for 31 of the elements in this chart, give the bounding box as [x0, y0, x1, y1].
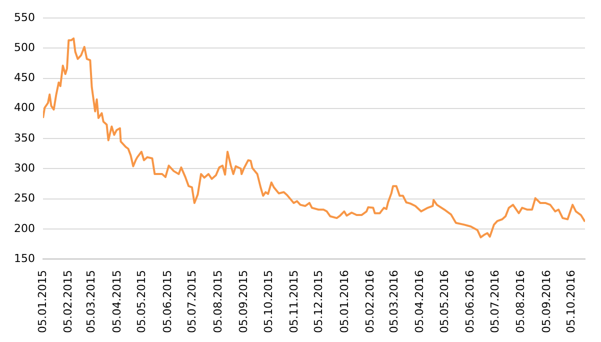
x-tick-label: 05.07.2015: [186, 270, 199, 334]
x-tick-label: 05.07.2016: [488, 270, 502, 334]
y-tick-label: 450: [14, 71, 35, 84]
x-tick-label: 05.05.2016: [438, 270, 452, 334]
x-tick-label: 05.08.2016: [514, 270, 528, 334]
x-tick-label: 05.04.2015: [110, 270, 124, 334]
y-tick-label: 350: [14, 131, 35, 144]
y-tick-label: 250: [14, 192, 35, 205]
x-tick-label: 05.11.2015: [287, 270, 300, 334]
x-tick-label: 05.09.2015: [236, 270, 250, 334]
x-tick-label: 05.10.2016: [564, 270, 578, 334]
x-tick-label: 05.01.2015: [36, 270, 49, 334]
x-tick-label: 05.09.2016: [540, 270, 553, 334]
x-tick-label: 05.10.2015: [262, 270, 275, 334]
x-tick-label: 05.06.2015: [160, 270, 174, 334]
x-tick-label: 05.01.2016: [338, 270, 351, 334]
x-tick-label: 05.03.2015: [84, 270, 98, 334]
x-tick-label: 05.02.2015: [62, 270, 75, 334]
x-tick-label: 05.04.2016: [413, 270, 426, 334]
y-tick-label: 150: [14, 252, 35, 265]
x-tick-label: 05.06.2016: [464, 270, 477, 334]
x-tick-label: 05.05.2015: [135, 270, 148, 334]
x-tick-label: 05.12.2015: [312, 270, 326, 334]
y-tick-label: 400: [14, 101, 35, 114]
x-tick-label: 05.03.2016: [388, 270, 401, 334]
y-tick-label: 300: [14, 161, 35, 174]
x-tick-label: 05.08.2015: [211, 270, 224, 334]
y-tick-label: 500: [14, 40, 35, 54]
x-tick-label: 05.02.2016: [364, 270, 377, 334]
y-tick-label: 550: [14, 10, 35, 24]
y-tick-label: 200: [14, 222, 35, 235]
